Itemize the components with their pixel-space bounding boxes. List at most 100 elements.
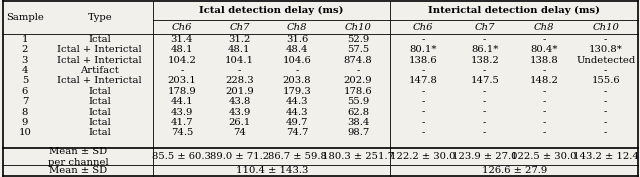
Text: Ictal + Interictal: Ictal + Interictal [58,56,142,65]
Text: 122.5 ± 30.0: 122.5 ± 30.0 [511,152,577,161]
Text: -: - [542,87,545,96]
Text: 74.7: 74.7 [286,128,308,137]
Text: -: - [421,108,424,116]
Text: -: - [604,87,607,96]
Text: -: - [604,66,607,75]
Text: -: - [421,35,424,44]
Text: 57.5: 57.5 [347,45,369,54]
Text: Ictal: Ictal [88,87,111,96]
Text: Ch7: Ch7 [229,23,250,32]
Text: 74.5: 74.5 [171,128,193,137]
Text: 155.6: 155.6 [591,76,620,85]
Text: -: - [604,97,607,106]
Text: 98.7: 98.7 [347,128,369,137]
Text: 44.3: 44.3 [285,108,308,116]
Text: 48.1: 48.1 [171,45,193,54]
Text: -: - [295,66,299,75]
Text: Ch6: Ch6 [172,23,192,32]
Text: 86.1*: 86.1* [471,45,499,54]
Text: 31.6: 31.6 [286,35,308,44]
Text: Sample: Sample [6,13,44,22]
Text: 110.4 ± 143.3: 110.4 ± 143.3 [236,166,308,175]
Text: -: - [604,108,607,116]
Text: -: - [421,128,424,137]
Text: 122.2 ± 30.0: 122.2 ± 30.0 [390,152,456,161]
Text: 9: 9 [22,118,28,127]
Text: 48.1: 48.1 [228,45,251,54]
Text: Ictal: Ictal [88,35,111,44]
Text: Ictal + Interictal: Ictal + Interictal [58,45,142,54]
Text: 2: 2 [22,45,28,54]
Text: 143.2 ± 12.4: 143.2 ± 12.4 [573,152,639,161]
Text: -: - [542,128,545,137]
Text: Ictal + Interictal: Ictal + Interictal [58,76,142,85]
Text: 138.2: 138.2 [470,56,499,65]
Text: -: - [604,128,607,137]
Text: 43.9: 43.9 [171,108,193,116]
Text: 138.6: 138.6 [408,56,437,65]
Text: 55.9: 55.9 [347,97,369,106]
Text: Type: Type [88,13,112,22]
Text: -: - [421,87,424,96]
Text: 85.5 ± 60.3: 85.5 ± 60.3 [152,152,211,161]
Text: -: - [421,118,424,127]
Text: 202.9: 202.9 [344,76,372,85]
Text: 44.1: 44.1 [170,97,193,106]
Text: 48.4: 48.4 [285,45,308,54]
Text: -: - [421,66,424,75]
Text: 203.1: 203.1 [168,76,196,85]
Text: 26.1: 26.1 [228,118,250,127]
Text: Ch6: Ch6 [413,23,433,32]
Text: 178.9: 178.9 [168,87,196,96]
Text: 7: 7 [22,97,28,106]
Text: 126.6 ± 27.9: 126.6 ± 27.9 [482,166,547,175]
Text: 41.7: 41.7 [171,118,193,127]
Text: 62.8: 62.8 [347,108,369,116]
Text: 6: 6 [22,87,28,96]
Text: -: - [483,35,486,44]
Text: -: - [483,118,486,127]
Text: 104.1: 104.1 [225,56,254,65]
Text: -: - [604,118,607,127]
Text: 89.0 ± 71.2: 89.0 ± 71.2 [210,152,269,161]
Text: -: - [483,97,486,106]
Text: 874.8: 874.8 [344,56,372,65]
Text: 203.8: 203.8 [283,76,311,85]
Text: 8: 8 [22,108,28,116]
Text: Mean ± SD
per channel: Mean ± SD per channel [48,147,108,167]
Text: -: - [356,66,360,75]
Text: 147.5: 147.5 [470,76,499,85]
Text: -: - [604,35,607,44]
Text: Ictal: Ictal [88,97,111,106]
Text: 104.2: 104.2 [168,56,196,65]
Text: -: - [483,87,486,96]
Text: Undetected: Undetected [576,56,636,65]
Text: 86.7 ± 59.8: 86.7 ± 59.8 [268,152,326,161]
Text: Mean ± SD: Mean ± SD [49,166,107,175]
Text: 38.4: 38.4 [347,118,369,127]
Text: 1: 1 [22,35,28,44]
Text: 74: 74 [233,128,246,137]
Text: Interictal detection delay (ms): Interictal detection delay (ms) [428,6,600,15]
Text: -: - [421,97,424,106]
Text: -: - [542,108,545,116]
Text: Ictal: Ictal [88,108,111,116]
Text: 201.9: 201.9 [225,87,254,96]
Text: 123.9 ± 27.0: 123.9 ± 27.0 [452,152,517,161]
Text: 138.8: 138.8 [529,56,558,65]
Text: 180.3 ± 251.7: 180.3 ± 251.7 [322,152,394,161]
Text: 130.8*: 130.8* [589,45,623,54]
Text: 178.6: 178.6 [344,87,372,96]
Text: -: - [542,118,545,127]
Text: -: - [483,128,486,137]
Text: -: - [483,66,486,75]
Text: 104.6: 104.6 [283,56,311,65]
Text: 228.3: 228.3 [225,76,253,85]
Text: 148.2: 148.2 [529,76,558,85]
Text: Ch8: Ch8 [534,23,554,32]
Text: 43.9: 43.9 [228,108,251,116]
Text: 179.3: 179.3 [283,87,311,96]
Text: 31.4: 31.4 [171,35,193,44]
Text: -: - [542,97,545,106]
Text: 10: 10 [19,128,31,137]
